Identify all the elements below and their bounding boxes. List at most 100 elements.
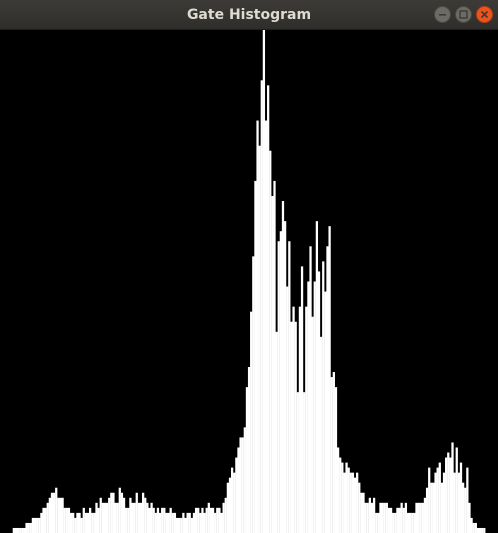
histogram-bar: [72, 512, 75, 533]
histogram-bar: [313, 281, 316, 533]
histogram-bar: [275, 331, 278, 533]
histogram-bar: [402, 507, 405, 533]
histogram-bar: [336, 447, 340, 533]
histogram-bar: [131, 502, 134, 533]
histogram-bar: [243, 427, 246, 533]
histogram-bar: [165, 512, 168, 533]
histogram-bar: [347, 467, 350, 533]
histogram-bar: [296, 392, 299, 533]
histogram-bar: [300, 266, 304, 533]
histogram-bar: [33, 517, 37, 533]
histogram-bar: [137, 502, 141, 533]
histogram-bar: [370, 502, 374, 533]
histogram-bar: [23, 527, 26, 533]
histogram-bar: [387, 507, 391, 533]
histogram-bar: [381, 502, 384, 533]
histogram-bar: [317, 271, 321, 533]
histogram-bar: [286, 286, 289, 533]
histogram-bar: [478, 527, 482, 533]
histogram-bar: [445, 457, 448, 533]
histogram-bar: [328, 226, 331, 533]
histogram-bar: [152, 507, 155, 533]
histogram-bar: [184, 517, 187, 533]
histogram-bar: [233, 472, 236, 533]
histogram-bar: [442, 472, 446, 533]
histogram-bar: [74, 517, 77, 533]
maximize-icon[interactable]: [455, 6, 472, 23]
window-controls: [434, 6, 493, 23]
histogram-bar: [247, 367, 251, 533]
histogram-bar: [156, 507, 160, 533]
histogram-bar: [224, 497, 227, 533]
histogram-bar: [154, 512, 157, 533]
histogram-bar: [324, 291, 327, 533]
histogram-bar: [188, 512, 191, 533]
histogram-bar: [360, 492, 363, 533]
histogram-bar: [481, 527, 484, 533]
histogram-bar: [451, 442, 454, 533]
histogram-bar: [262, 30, 266, 533]
histogram-bar: [178, 517, 181, 533]
histogram-bar: [375, 512, 378, 533]
histogram-bar: [430, 482, 433, 533]
histogram-bar: [288, 241, 291, 533]
histogram-bar: [319, 336, 323, 533]
histogram-bar: [29, 522, 32, 533]
histogram-chart: [12, 30, 486, 533]
histogram-bar: [116, 502, 119, 533]
histogram-bar: [290, 321, 293, 533]
histogram-bar: [16, 527, 20, 533]
histogram-bar: [252, 256, 255, 533]
histogram-bar: [163, 507, 166, 533]
histogram-bar: [61, 497, 64, 533]
histogram-bar: [222, 502, 225, 533]
histogram-bar: [305, 306, 308, 533]
histogram-bar: [351, 472, 355, 533]
histogram-bar: [169, 507, 172, 533]
histogram-bar: [260, 80, 263, 533]
minimize-icon[interactable]: [434, 6, 451, 23]
histogram-bar: [239, 437, 242, 533]
histogram-plot-area: [0, 30, 498, 533]
histogram-bar: [141, 492, 145, 533]
histogram-bar: [447, 452, 450, 533]
histogram-bar: [80, 517, 83, 533]
histogram-bar: [50, 492, 54, 533]
histogram-bar: [273, 180, 276, 533]
histogram-bar: [122, 497, 126, 533]
histogram-bar: [55, 487, 58, 533]
histogram-bar: [470, 517, 473, 533]
histogram-bar: [466, 467, 469, 533]
histogram-bar: [372, 497, 376, 533]
histogram-bar: [112, 492, 115, 533]
histogram-bar: [264, 120, 268, 533]
histogram-bar: [417, 502, 420, 533]
histogram-bar: [267, 85, 270, 533]
histogram-bar: [46, 502, 49, 533]
histogram-bar: [476, 527, 480, 533]
histogram-bar: [237, 447, 240, 533]
title-bar[interactable]: Gate Histogram: [0, 0, 498, 30]
histogram-bar: [220, 512, 223, 533]
histogram-bar: [175, 517, 179, 533]
histogram-bar: [42, 507, 45, 533]
histogram-bar: [118, 487, 121, 533]
histogram-bar: [406, 512, 410, 533]
histogram-bar: [139, 502, 143, 533]
histogram-bar: [19, 527, 22, 533]
histogram-bar: [440, 482, 444, 533]
histogram-bar: [203, 512, 206, 533]
histogram-bar: [425, 487, 429, 533]
histogram-bar: [171, 512, 174, 533]
histogram-bar: [52, 492, 56, 533]
histogram-bar: [341, 462, 344, 533]
histogram-bar: [235, 457, 238, 533]
close-icon[interactable]: [476, 6, 493, 23]
histogram-bar: [40, 512, 43, 533]
histogram-bar: [192, 512, 196, 533]
histogram-bar: [392, 512, 395, 533]
histogram-bar: [59, 497, 62, 533]
histogram-bar: [63, 507, 66, 533]
histogram-bar: [307, 281, 310, 533]
